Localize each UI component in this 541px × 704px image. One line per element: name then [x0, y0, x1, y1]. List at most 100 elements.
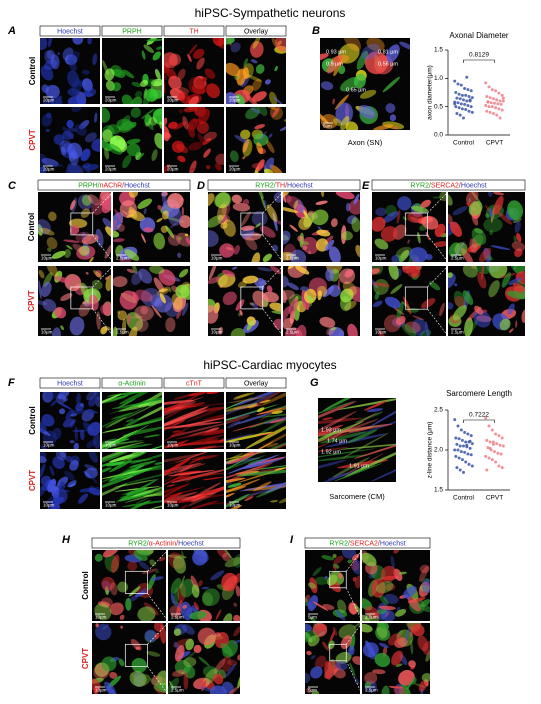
image-blob: [332, 457, 370, 478]
image-blob: [380, 226, 398, 242]
image-blob: [270, 500, 279, 503]
image-blob: [335, 660, 348, 671]
image-blob: [179, 215, 190, 229]
image-blob: [226, 38, 235, 45]
image-blob: [338, 624, 357, 639]
image-blob: [296, 324, 307, 336]
image-blob: [73, 442, 79, 449]
image-blob: [128, 192, 139, 198]
image-blob: [164, 492, 217, 504]
image-blob: [164, 421, 224, 430]
image-blob: [471, 228, 487, 246]
image-blob: [396, 209, 401, 224]
image-blob: [55, 452, 67, 461]
image-blob: [263, 107, 279, 111]
image-blob: [376, 581, 394, 594]
image-blob: [177, 252, 182, 258]
image-blob: [82, 162, 91, 169]
image-blob: [146, 38, 162, 42]
image-blob: [65, 409, 75, 420]
image-blob: [250, 41, 264, 58]
image-blob: [322, 417, 333, 421]
image-blob: [68, 483, 77, 488]
image-blob: [297, 235, 304, 242]
image-blob: [305, 672, 311, 684]
image-blob: [317, 290, 322, 301]
data-point: [485, 468, 489, 472]
image-blob: [338, 268, 356, 285]
image-blob: [283, 206, 299, 213]
image-blob: [164, 400, 197, 423]
image-blob: [226, 493, 250, 509]
micrograph: [208, 192, 281, 262]
image-blob: [242, 139, 253, 157]
image-blob: [253, 481, 272, 492]
image-blob: [287, 266, 295, 269]
image-blob: [48, 38, 53, 48]
image-blob: [38, 219, 51, 235]
y-tick-label: 1.0: [434, 75, 443, 82]
image-blob: [382, 76, 400, 93]
image-blob: [383, 314, 402, 333]
image-blob: [124, 249, 140, 261]
image-blob: [473, 309, 491, 328]
image-blob: [108, 406, 147, 427]
image-blob: [454, 283, 458, 287]
zoom-box: [404, 286, 428, 310]
image-blob: [332, 98, 335, 105]
image-blob: [240, 129, 251, 140]
image-blob: [252, 131, 263, 137]
image-blob: [168, 121, 178, 129]
image-blob: [162, 210, 170, 220]
image-blob: [170, 577, 182, 594]
data-point: [453, 418, 457, 422]
image-blob: [340, 296, 352, 312]
image-blob: [57, 392, 70, 400]
image-blob: [193, 550, 209, 563]
image-blob: [256, 142, 263, 155]
image-blob: [181, 550, 185, 565]
image-blob: [202, 476, 224, 481]
image-blob: [320, 192, 325, 198]
image-blob: [46, 237, 58, 250]
image-blob: [102, 467, 112, 474]
image-blob: [283, 289, 295, 300]
image-blob: [226, 486, 247, 494]
image-blob: [226, 397, 254, 417]
image-blob: [410, 639, 414, 655]
image-blob: [113, 238, 125, 243]
image-blob: [233, 404, 262, 410]
significance-bracket: [463, 59, 495, 63]
image-blob: [164, 458, 192, 479]
image-blob: [45, 392, 60, 401]
image-blob: [47, 247, 52, 252]
image-blob: [355, 244, 360, 258]
image-blob: [89, 294, 99, 311]
image-blob: [394, 637, 408, 648]
image-blob: [72, 276, 81, 281]
image-blob: [226, 401, 259, 421]
image-blob: [362, 552, 377, 567]
image-blob: [247, 403, 258, 408]
image-blob: [94, 112, 98, 123]
x-tick-label: CPVT: [486, 495, 503, 502]
image-blob: [170, 592, 175, 604]
image-blob: [421, 298, 436, 309]
image-blob: [321, 555, 335, 561]
image-blob: [171, 64, 175, 72]
image-blob: [290, 249, 307, 262]
header: cTnT: [186, 380, 203, 387]
data-point: [494, 106, 498, 110]
image-blob: [100, 326, 108, 335]
image-blob: [246, 484, 286, 496]
image-blob: [235, 470, 260, 475]
data-point: [466, 432, 470, 436]
image-blob: [356, 50, 369, 70]
image-blob: [164, 492, 183, 501]
image-blob: [144, 434, 161, 438]
image-blob: [129, 412, 162, 429]
header-part: Hoechst: [57, 28, 83, 35]
image-blob: [232, 639, 240, 644]
image-blob: [361, 43, 380, 60]
image-blob: [219, 243, 235, 258]
